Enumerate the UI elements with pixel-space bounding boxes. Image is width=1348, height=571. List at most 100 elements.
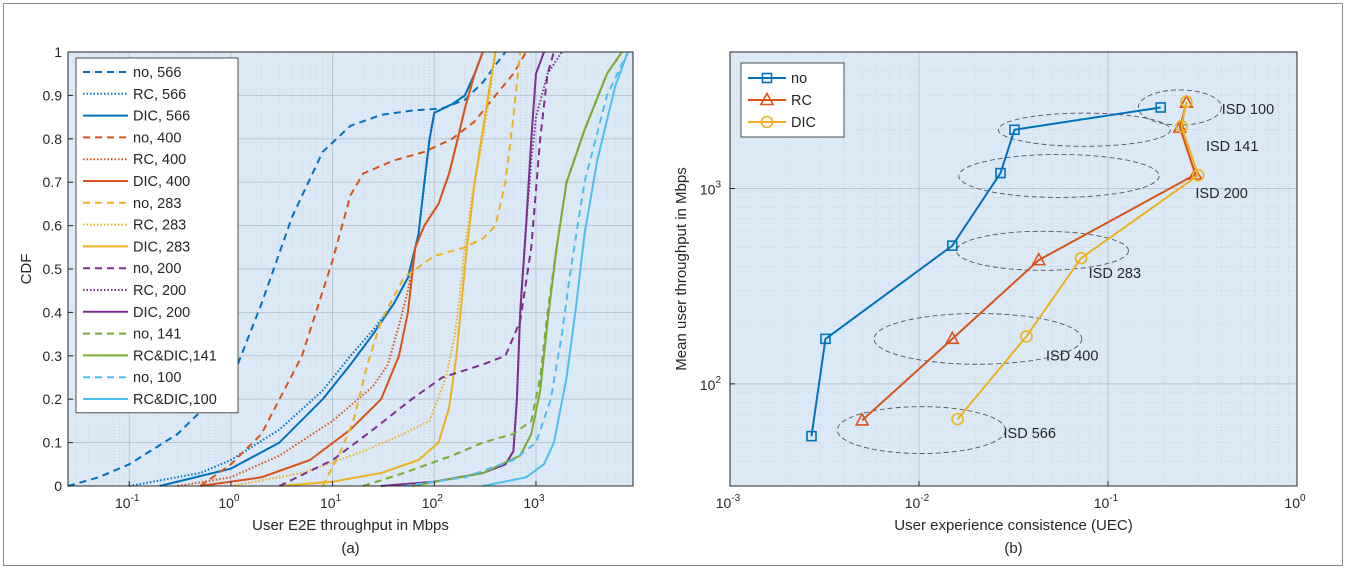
legend-label: DIC	[791, 115, 816, 131]
panel-b-legend: no RC DIC	[740, 62, 845, 138]
square-marker	[761, 72, 773, 84]
panel-b-y-axis-label: Mean user throughput in Mbps	[673, 167, 690, 370]
isd-group-ellipse	[873, 313, 1083, 365]
panel-a-caption: (a)	[341, 540, 359, 557]
y-tick-label: 0.5	[43, 261, 63, 277]
legend-label: no, 283	[133, 196, 181, 212]
x-tick-label: 10-3	[716, 493, 741, 511]
y-tick-label: 0.1	[43, 435, 63, 451]
panel-b-uec-chart: ISD 100 ISD 141 ISD 200 ISD 283 ISD 400 ISD 5…	[673, 51, 1306, 557]
panel-a-series	[67, 51, 629, 487]
isd-annotation: ISD 283	[1089, 266, 1141, 282]
triangle-marker	[944, 330, 960, 345]
panel-b-annotations: ISD 100 ISD 141 ISD 200 ISD 283 ISD 400 ISD 5…	[1004, 102, 1275, 442]
y-tick-label: 0.7	[43, 174, 63, 190]
uec-line	[956, 101, 1200, 420]
y-tick-label: 102	[700, 375, 722, 393]
isd-group-ellipse	[956, 230, 1129, 271]
cdf-line	[411, 51, 623, 487]
isd-group-ellipse	[997, 112, 1171, 147]
x-tick-label: 10-1	[1094, 493, 1119, 511]
panel-b-series	[806, 94, 1205, 442]
legend-label: no	[791, 71, 807, 87]
legend-label: DIC, 566	[133, 109, 190, 125]
cdf-line	[279, 51, 497, 487]
y-tick-label: 0.6	[43, 218, 63, 234]
circle-marker	[1074, 251, 1088, 265]
y-tick-label: 0	[54, 478, 62, 494]
isd-annotation: ISD 566	[1004, 426, 1056, 442]
x-tick-label: 102	[422, 493, 444, 511]
legend-label: no, 141	[133, 327, 181, 343]
uec-line	[810, 106, 1161, 437]
panel-b-isd-ellipses	[836, 89, 1222, 454]
isd-annotation: ISD 200	[1195, 186, 1247, 202]
y-tick-label: 0.4	[43, 304, 63, 320]
cdf-line	[199, 51, 527, 487]
cdf-line	[200, 51, 484, 487]
figure-frame	[3, 3, 1343, 566]
legend-box	[75, 57, 239, 414]
square-marker	[995, 167, 1006, 179]
isd-annotation: ISD 100	[1222, 102, 1274, 118]
y-tick-label: 0.8	[43, 131, 63, 147]
isd-annotation: ISD 400	[1046, 348, 1098, 364]
triangle-marker	[759, 91, 775, 106]
cdf-line	[278, 51, 555, 487]
isd-annotation: ISD 141	[1206, 139, 1258, 155]
legend-label: RC&DIC,141	[133, 348, 217, 364]
panel-a-x-axis-label: User E2E throughput in Mbps	[252, 517, 449, 534]
panel-b-ticks: 10-3 10-2 10-1 100 102 103	[700, 180, 1306, 511]
x-tick-label: 100	[218, 493, 240, 511]
panel-a-y-axis-label: CDF	[18, 254, 35, 285]
legend-label: no, 100	[133, 370, 181, 386]
x-tick-label: 10-1	[115, 493, 140, 511]
circle-marker	[1180, 95, 1193, 109]
triangle-marker	[854, 412, 870, 426]
legend-label: no, 200	[133, 261, 181, 277]
cdf-line	[230, 51, 497, 487]
cdf-line	[403, 51, 629, 487]
legend-label: RC, 283	[133, 218, 186, 234]
square-marker	[946, 240, 958, 251]
square-marker	[806, 430, 817, 442]
circle-marker	[760, 115, 774, 129]
x-tick-label: 101	[320, 493, 342, 511]
y-tick-label: 1	[54, 44, 62, 60]
cdf-line	[482, 51, 629, 487]
legend-label: RC&DIC,100	[133, 392, 217, 408]
isd-group-ellipse	[958, 154, 1160, 198]
square-marker	[820, 333, 831, 345]
cdf-line	[67, 51, 507, 487]
x-tick-label: 10-2	[905, 493, 930, 511]
legend-label: no, 400	[133, 130, 181, 146]
y-tick-label: 0.3	[43, 348, 63, 364]
panel-a-cdf-chart: 10-1 100 101 102 103 0 0.1 0.2 0.3 0.4 0.5 0.6 0.7 0.…	[18, 44, 634, 557]
circle-marker	[951, 412, 964, 426]
legend-label: no, 566	[133, 65, 181, 81]
legend-label: RC, 566	[133, 87, 186, 103]
square-marker	[1155, 102, 1166, 113]
panel-b-caption: (b)	[1004, 540, 1022, 557]
circle-marker	[1175, 120, 1188, 133]
cdf-line	[321, 51, 522, 487]
legend-label: RC	[791, 93, 812, 109]
x-tick-label: 100	[1284, 493, 1306, 511]
x-tick-label: 103	[523, 493, 545, 511]
panel-a-ticks: 10-1 100 101 102 103 0 0.1 0.2 0.3 0.4 0.5 0.6 0.7 0.…	[43, 44, 545, 511]
legend-label: DIC, 400	[133, 174, 190, 190]
panel-b-axes-box	[729, 51, 1298, 487]
y-tick-label: 103	[700, 180, 722, 198]
cdf-line	[129, 51, 484, 487]
y-tick-label: 0.2	[43, 391, 63, 407]
legend-label: DIC, 200	[133, 305, 190, 321]
triangle-marker	[1031, 251, 1047, 266]
panel-a-legend: no, 566 RC, 566 DIC, 566 no, 400 RC, 400 DIC,…	[75, 57, 239, 414]
legend-label: RC, 400	[133, 152, 186, 168]
circle-marker	[1020, 330, 1033, 343]
legend-label: DIC, 283	[133, 239, 190, 255]
circle-marker	[1191, 168, 1205, 182]
isd-group-ellipse	[836, 406, 1006, 454]
y-tick-label: 0.9	[43, 87, 63, 103]
